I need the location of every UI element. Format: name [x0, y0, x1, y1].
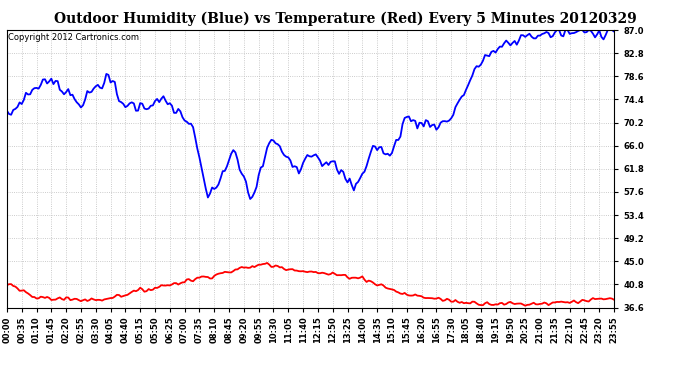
- Text: Copyright 2012 Cartronics.com: Copyright 2012 Cartronics.com: [8, 33, 139, 42]
- Text: Outdoor Humidity (Blue) vs Temperature (Red) Every 5 Minutes 20120329: Outdoor Humidity (Blue) vs Temperature (…: [54, 11, 636, 26]
